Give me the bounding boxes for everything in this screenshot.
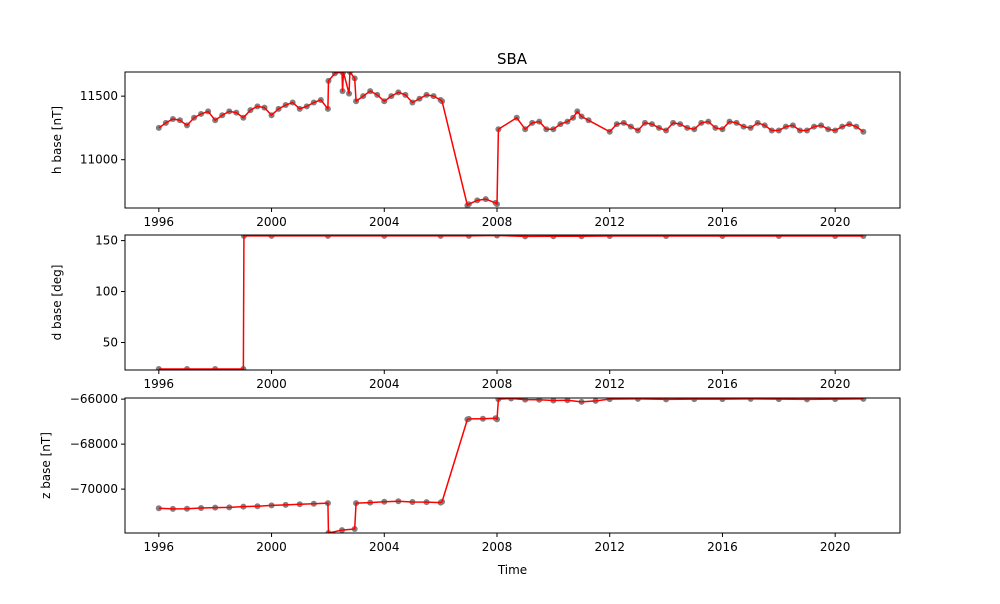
d-base-axes-frame (124, 234, 901, 371)
d-base-y-tick-label: 100 (95, 285, 118, 299)
d-base-x-tick-label: 2004 (369, 377, 400, 391)
z-base-y-axis-label: z base [nT] (39, 432, 53, 499)
z-base-x-tick-label: 2008 (482, 540, 513, 554)
z-base-x-axis-label: Time (497, 563, 527, 577)
h-base-axes-frame (124, 71, 901, 209)
d-base-plot-area (155, 235, 867, 370)
h-base-x-tick-label: 2008 (482, 215, 513, 229)
d-base-x-tick-label: 2008 (482, 377, 513, 391)
z-base-panel: 1996 2000 2004 2008 2012 2016 2020 −70000 −68000… (39, 392, 901, 577)
d-base-y-tick-label: 150 (95, 234, 118, 248)
h-base-x-tick-label: 2004 (369, 215, 400, 229)
z-base-y-tick-label: −70000 (70, 482, 118, 496)
z-base-x-tick-label: 2004 (369, 540, 400, 554)
z-base-x-tick-label: 2000 (256, 540, 287, 554)
h-base-y-tick-label: 11000 (80, 153, 118, 167)
h-base-y-tick-label: 11500 (80, 89, 118, 103)
z-base-x-tick-label: 2012 (594, 540, 625, 554)
d-base-y-tick-label: 50 (103, 335, 118, 349)
z-base-series-line (158, 398, 864, 533)
d-base-x-tick-label: 1996 (144, 377, 175, 391)
z-base-y-tick-label: −66000 (70, 392, 118, 406)
d-base-x-tick-label: 2012 (594, 377, 625, 391)
h-base-y-axis-label: h base [nT] (50, 106, 64, 174)
z-base-plot-area (155, 398, 867, 533)
z-base-x-tick-label: 2016 (707, 540, 738, 554)
h-base-x-tick-label: 2012 (594, 215, 625, 229)
d-base-x-tick-label: 2016 (707, 377, 738, 391)
h-base-plot-area (155, 72, 867, 208)
d-base-panel: 1996 2000 2004 2008 2012 2016 2020 50 100 150 d ba… (50, 234, 901, 391)
d-base-y-axis-label: d base [deg] (50, 265, 64, 341)
z-base-axes-frame (124, 397, 901, 534)
z-base-x-tick-label: 1996 (144, 540, 175, 554)
z-base-x-tick-label: 2020 (820, 540, 851, 554)
h-base-x-tick-label: 1996 (144, 215, 175, 229)
d-base-x-tick-label: 2020 (820, 377, 851, 391)
d-base-x-tick-label: 2000 (256, 377, 287, 391)
figure-title: SBA (497, 50, 528, 68)
d-base-series-line (158, 235, 864, 370)
h-base-panel: 1996 2000 2004 2008 2012 2016 2020 11000 11500 h … (50, 71, 901, 229)
h-base-x-tick-label: 2000 (256, 215, 287, 229)
h-base-x-tick-label: 2020 (820, 215, 851, 229)
h-base-series-line (158, 72, 864, 207)
z-base-y-tick-label: −68000 (70, 437, 118, 451)
h-base-x-tick-label: 2016 (707, 215, 738, 229)
